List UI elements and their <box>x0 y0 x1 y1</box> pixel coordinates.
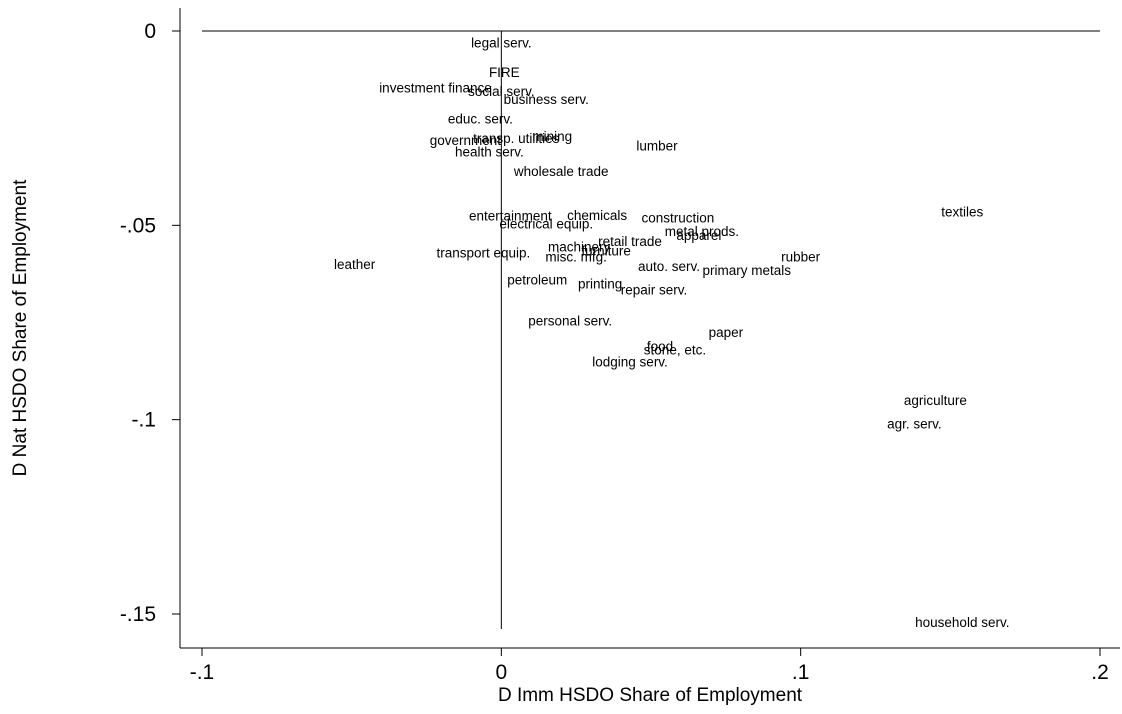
data-point-label: entertainment <box>469 209 552 224</box>
x-tick-label: .2 <box>1091 661 1109 684</box>
data-point-label: printing <box>578 277 622 292</box>
data-point-label: investment finance <box>379 80 492 95</box>
x-tick-label: -.1 <box>190 661 215 684</box>
data-point-label: metal prods. <box>665 224 739 239</box>
data-point-label: stone, etc. <box>644 343 706 358</box>
data-point-label: construction <box>642 211 715 226</box>
data-point-label: misc. mfg. <box>545 249 607 264</box>
data-point-label: transp. utilities <box>473 131 560 146</box>
data-point-label: transport equip. <box>436 246 530 261</box>
data-point-label: retail trade <box>598 234 662 249</box>
data-point-label: agriculture <box>904 393 967 408</box>
data-point-label: wholesale trade <box>513 164 609 179</box>
x-tick-label: .1 <box>792 661 810 684</box>
data-point-label: legal serv. <box>471 36 532 51</box>
y-axis-title: D Nat HSDO Share of Employment <box>10 179 31 476</box>
data-point-label: FIRE <box>489 65 520 80</box>
data-point-label: food <box>647 339 673 354</box>
data-point-label: lumber <box>636 139 678 154</box>
y-axis-ticks: 0 -.05 -.1 -.15 <box>120 20 180 626</box>
axes <box>179 8 1120 649</box>
data-point-label: business serv. <box>504 92 589 107</box>
data-point-label: rubber <box>781 249 821 264</box>
data-point-label: educ. serv. <box>448 111 513 126</box>
data-point-label: personal serv. <box>528 314 612 329</box>
data-point-label: household serv. <box>915 615 1009 630</box>
data-point-label: auto. serv. <box>638 259 700 274</box>
reference-lines <box>202 30 1100 629</box>
data-point-label: apparel <box>676 228 721 243</box>
data-point-label: primary metals <box>703 263 792 278</box>
data-point-label: lodging serv. <box>592 354 668 369</box>
data-point-label: repair serv. <box>621 282 688 297</box>
data-point-label: electrical equip. <box>499 216 593 231</box>
x-axis-title: D Imm HSDO Share of Employment <box>498 685 803 706</box>
data-point-label: paper <box>709 325 744 340</box>
data-point-label: machinery <box>548 240 611 255</box>
data-point-label: chemicals <box>567 208 627 223</box>
data-point-label: social serv. <box>468 84 535 99</box>
data-point-label: furniture <box>581 244 631 259</box>
data-point-label: textiles <box>941 205 983 220</box>
y-tick-label: -.05 <box>120 214 156 237</box>
x-axis-ticks: -.1 0 .1 .2 <box>190 648 1109 684</box>
y-tick-label: 0 <box>144 20 156 43</box>
data-point-label: petroleum <box>507 273 567 288</box>
y-tick-label: -.1 <box>131 409 156 432</box>
data-point-label: agr. serv. <box>887 417 942 432</box>
data-point-label: health serv. <box>455 144 524 159</box>
y-tick-label: -.15 <box>120 603 156 626</box>
x-tick-label: 0 <box>495 661 507 684</box>
data-point-label: mining <box>532 129 572 144</box>
data-point-label: government <box>430 133 502 148</box>
data-point-label: leather <box>334 257 376 272</box>
